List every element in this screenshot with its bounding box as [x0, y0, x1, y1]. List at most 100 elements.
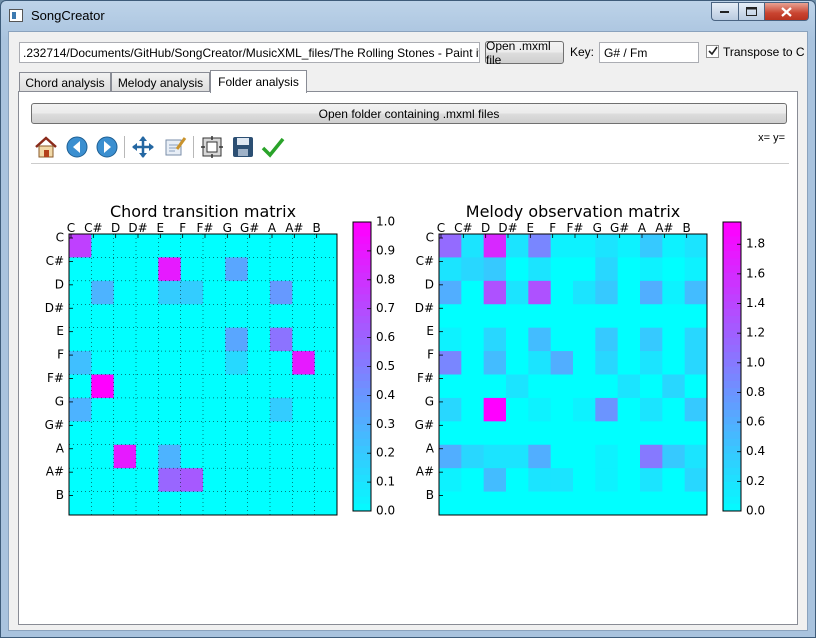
heatmap-cell	[461, 280, 485, 305]
y-tick-label: G#	[45, 418, 64, 432]
heatmap-cell	[573, 257, 596, 282]
colorbar-segment	[353, 380, 371, 389]
colorbar-segment	[723, 395, 741, 404]
check-button[interactable]	[260, 134, 286, 160]
colorbar-segment	[353, 352, 371, 360]
heatmap-cell	[225, 234, 249, 258]
minimize-button[interactable]	[711, 2, 738, 21]
colorbar-segment	[353, 344, 371, 353]
y-tick-label: E	[56, 324, 64, 338]
heatmap-cell	[662, 351, 686, 375]
colorbar-segment	[723, 229, 741, 237]
heatmap-cell	[91, 234, 115, 258]
heatmap-cell	[550, 280, 574, 305]
heatmap-cell	[439, 327, 462, 352]
colorbar-segment	[723, 496, 741, 505]
heatmap-cell	[292, 257, 316, 282]
back-button[interactable]	[64, 134, 90, 160]
tab-folder-analysis[interactable]: Folder analysis	[210, 70, 307, 93]
maximize-button[interactable]	[738, 2, 764, 21]
colorbar-segment	[723, 265, 741, 274]
heatmap-cell	[483, 280, 507, 305]
colorbar-tick-label: 0.4	[376, 388, 395, 402]
maximize-icon	[746, 7, 757, 16]
heatmap-cell	[573, 327, 596, 352]
heatmap-cell	[180, 327, 204, 352]
heatmap-cell	[640, 421, 663, 446]
heatmap-cell	[270, 491, 293, 516]
heatmap-cell	[270, 234, 293, 258]
heatmap-cell	[113, 397, 137, 422]
heatmap-cell	[439, 351, 462, 375]
heatmap-cell	[483, 351, 507, 375]
y-tick-label: F	[57, 348, 64, 362]
heatmap-cell	[550, 444, 574, 469]
colorbar-tick-label: 0.2	[376, 446, 395, 460]
heatmap-cell	[91, 468, 115, 492]
x-tick-label: E	[157, 221, 165, 235]
heatmap-cell	[506, 397, 529, 422]
colorbar-segment	[353, 330, 371, 339]
heatmap-cell	[573, 421, 596, 446]
heatmap-cell	[617, 397, 641, 422]
colorbar-tick-label: 1.0	[746, 355, 765, 369]
heatmap-cell	[640, 491, 663, 516]
heatmap-cell	[136, 257, 159, 282]
save-button[interactable]	[230, 134, 256, 160]
subplots-button[interactable]	[199, 134, 225, 160]
heatmap-cell	[461, 468, 485, 492]
heatmap-cell	[247, 327, 271, 352]
heatmap-cell	[91, 421, 115, 446]
heatmap-cell	[113, 421, 137, 446]
colorbar-segment	[353, 409, 371, 418]
colorbar-segment	[353, 229, 371, 237]
heatmap-cell	[662, 491, 686, 516]
heatmap-cell	[180, 374, 204, 399]
heatmap-cell	[640, 374, 663, 399]
key-input[interactable]: G# / Fm	[599, 42, 699, 63]
file-path-input[interactable]: .232714/Documents/GitHub/SongCreator/Mus…	[19, 42, 480, 63]
tab-chord-analysis[interactable]: Chord analysis	[19, 72, 111, 92]
x-tick-label: C	[67, 221, 75, 235]
heatmap-cell	[617, 491, 641, 516]
heatmap-cell	[292, 304, 316, 329]
heatmap-cell	[136, 327, 159, 352]
colorbar-tick-label: 0.2	[746, 474, 765, 488]
heatmap-cell	[595, 327, 619, 352]
transpose-checkbox[interactable]	[706, 45, 719, 58]
open-folder-button[interactable]: Open folder containing .mxml files	[31, 103, 787, 124]
colorbar-segment	[353, 496, 371, 505]
heatmap-cell	[684, 397, 708, 422]
heatmap-cell	[662, 234, 686, 258]
colorbar-segment	[723, 352, 741, 360]
heatmap-cell	[573, 444, 596, 469]
close-button[interactable]	[764, 2, 809, 21]
heatmap-cell	[617, 444, 641, 469]
heatmap-cell	[113, 444, 137, 469]
colorbar-tick-label: 0.9	[376, 243, 395, 257]
tab-melody-analysis[interactable]: Melody analysis	[111, 72, 210, 92]
home-button[interactable]	[33, 134, 59, 160]
y-tick-label: C#	[416, 254, 434, 268]
open-mxml-button[interactable]: Open .mxml file	[485, 39, 564, 67]
y-tick-label: C#	[46, 254, 64, 268]
title-bar[interactable]: SongCreator	[1, 1, 815, 31]
heatmap-cell	[506, 257, 529, 282]
heatmap-cell	[225, 468, 249, 492]
heatmap-cell	[314, 444, 338, 469]
minimize-icon	[720, 10, 729, 13]
home-icon	[35, 136, 57, 158]
heatmap-cell	[292, 327, 316, 352]
y-tick-label: A#	[416, 465, 434, 479]
forward-button[interactable]	[94, 134, 120, 160]
pan-button[interactable]	[130, 134, 156, 160]
heatmap-cell	[136, 304, 159, 329]
heatmap-cell	[528, 304, 552, 329]
colorbar-segment	[353, 373, 371, 382]
heatmap-cell	[617, 468, 641, 492]
zoom-button[interactable]	[162, 134, 188, 160]
heatmap-cell	[617, 374, 641, 399]
y-tick-label: A	[56, 441, 65, 455]
colorbar-segment	[353, 315, 371, 324]
plot-frame	[68, 233, 338, 516]
